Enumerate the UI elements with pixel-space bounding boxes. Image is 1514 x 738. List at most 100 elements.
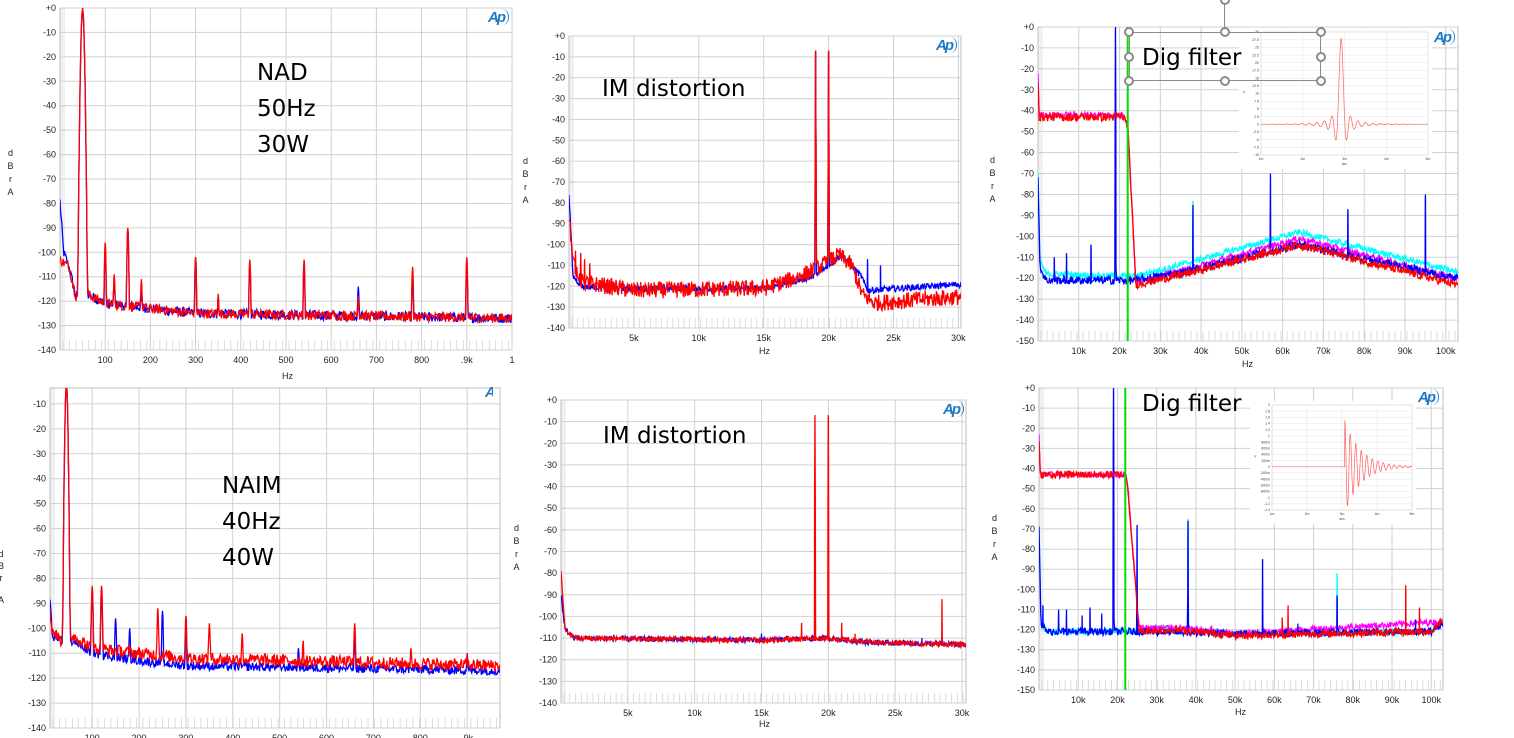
y-tick-label: -130 [28,698,46,708]
series-red [561,415,966,650]
inset-y-tick: -1 [1267,496,1270,500]
annotation-dig-top[interactable]: Dig filter [1142,45,1242,71]
inset-y-tick: -7.5 [1253,146,1259,150]
resize-handle-sw[interactable] [1124,76,1134,86]
x-tick-label: 10k [687,708,702,718]
resize-handle-e[interactable] [1316,52,1326,62]
x-tick-label: .9k [461,733,474,738]
x-tick-label: 60k [1275,346,1290,356]
inset-y-tick: 15 [1255,76,1259,80]
y-axis-label-dig-bottom: dBrA [991,513,998,562]
y-tick-label: -120 [539,655,557,665]
x-tick-label: 100 [98,355,113,365]
y-tick-label: -10 [544,417,557,427]
y-tick-label: -60 [1022,504,1035,514]
y-tick-label: -140 [28,723,46,733]
y-tick-label: -110 [39,272,56,282]
x-tick-label: 30k [1149,695,1164,705]
x-tick-label: 70k [1306,695,1321,705]
y-tick-label: -20 [43,52,56,62]
x-axis-label-dig-bottom: Hz [1235,707,1246,717]
x-tick-label: 700 [366,733,381,738]
y-tick-label: -140 [539,698,557,708]
y-tick-label: -90 [1021,210,1034,220]
y-tick-label: -60 [43,150,56,160]
resize-handle-s[interactable] [1220,76,1230,86]
inset-y-tick: 20 [1255,61,1259,65]
inset-y-tick: 2.5 [1254,115,1259,119]
y-tick-label: -70 [544,547,557,557]
series-red [1039,441,1443,642]
inset-x-tick: 2m [1305,512,1310,516]
x-tick-label: 15k [756,333,771,343]
x-tick-label: .9k [461,355,474,365]
y-tick-label: -50 [544,503,557,513]
y-tick-label: -110 [1017,252,1034,262]
y-tick-label: +0 [1024,22,1034,32]
resize-handle-nw[interactable] [1124,27,1134,37]
x-axis-label-nad: Hz [282,371,293,381]
y-tick-label: -40 [544,482,557,492]
annotation-nad[interactable]: NAD 50Hz 30W [257,60,316,158]
annotation-im-top[interactable]: IM distortion [602,76,746,102]
y-tick-label: -120 [1017,625,1035,635]
y-tick-label: -20 [1022,423,1035,433]
inset-x-tick: 5m [1426,157,1431,161]
x-tick-label: 20k [1112,346,1127,356]
annotation-im-bottom[interactable]: IM distortion [603,423,747,449]
y-tick-label: -40 [1022,464,1035,474]
y-tick-label: -30 [544,460,557,470]
y-tick-label: -110 [540,633,557,643]
plot-area [49,387,501,729]
y-tick-label: -50 [33,499,46,509]
inset-y-tick: 17.5 [1252,69,1259,73]
y-tick-label: -140 [38,345,56,355]
x-tick-label: 10k [1071,695,1086,705]
y-tick-label: -110 [1018,604,1035,614]
x-tick-label: 100 [85,733,100,738]
selection-frame[interactable] [1129,32,1321,81]
inset-x-tick: 4m [1375,512,1380,516]
inset-y-tick: 800m [1261,440,1270,444]
x-tick-label: 90k [1385,695,1400,705]
resize-handle-w[interactable] [1124,52,1134,62]
y-tick-label: -150 [1017,685,1035,695]
series-red [569,50,961,313]
y-tick-label: -90 [544,590,557,600]
x-tick-label: 25k [886,333,901,343]
resize-handle-ne[interactable] [1316,27,1326,37]
y-tick-label: -130 [38,321,56,331]
y-tick-label: -120 [28,673,46,683]
y-tick-label: -100 [539,611,557,621]
x-tick-label: 700 [369,355,384,365]
inset-y-tick: 10 [1255,92,1259,96]
x-tick-label: 400 [225,733,240,738]
x-axis-label-im-top: Hz [759,346,770,356]
y-tick-label: -20 [552,73,565,83]
inset-y-tick: 0 [1268,465,1270,469]
inset-y-tick: 27.5 [1252,38,1259,42]
x-tick-label: 30k [1153,346,1168,356]
x-tick-label: 50k [1228,695,1243,705]
y-tick-label: -50 [552,135,565,145]
y-tick-label: -80 [552,198,565,208]
inset-y-tick: -800m [1260,490,1270,494]
inset-y-tick: 1.6 [1265,416,1270,420]
y-tick-label: -30 [552,94,565,104]
y-tick-label: -10 [552,52,565,62]
annotation-dig-bottom[interactable]: Dig filter [1142,391,1242,417]
resize-handle-n[interactable] [1220,27,1230,37]
y-tick-label: -70 [33,549,46,559]
resize-handle-se[interactable] [1316,76,1326,86]
y-tick-label: -50 [1021,127,1034,137]
x-tick-label: 10k [1072,346,1087,356]
ap-logo: Ap [488,9,509,26]
minor-ticks [50,388,497,728]
inset-y-tick: 25 [1255,46,1259,50]
inset-impulse-trace [1272,420,1413,507]
rotate-handle[interactable] [1220,0,1230,5]
chart-dig-bottom: +0-10-20-30-40-50-60-70-80-90-100-110-12… [1017,383,1444,705]
y-tick-label: -140 [1017,665,1035,675]
annotation-naim[interactable]: NAIM 40Hz 40W [222,473,282,571]
y-tick-label: +0 [1025,383,1035,393]
